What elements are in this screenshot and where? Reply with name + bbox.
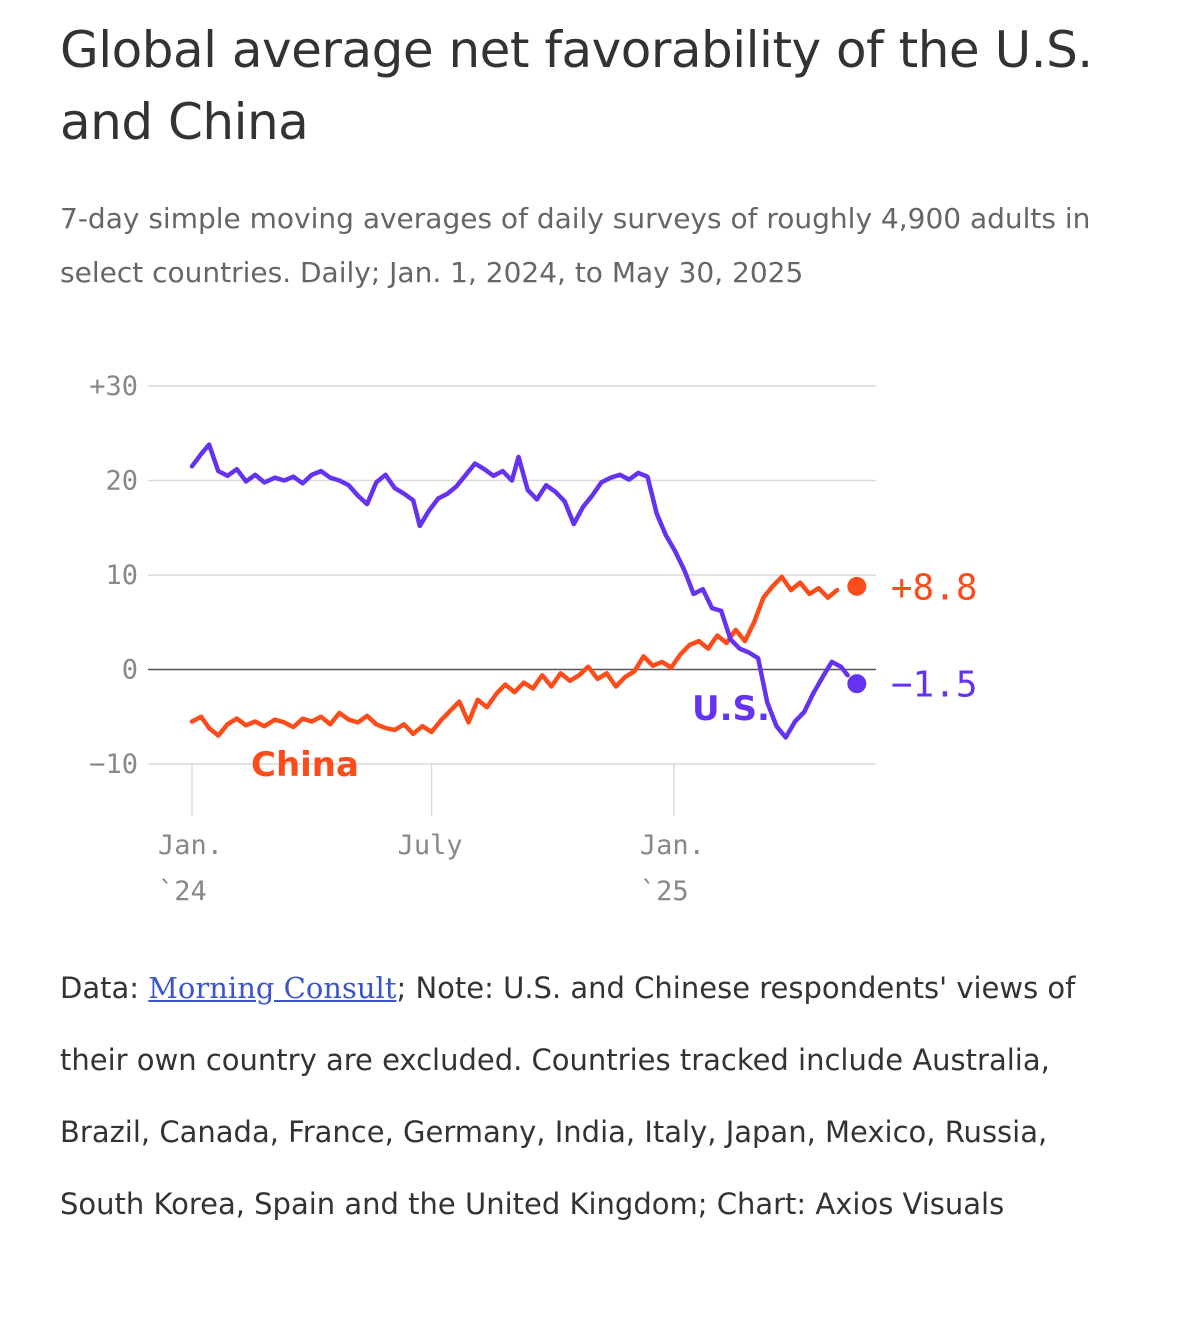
end-point-us [847, 674, 867, 694]
chart-footnote: Data: Morning Consult; Note: U.S. and Ch… [60, 952, 1140, 1240]
morning-consult-link[interactable]: Morning Consult [148, 971, 397, 1005]
y-tick-label: +30 [89, 371, 138, 402]
x-tick-label: Jan. [158, 830, 223, 861]
x-axis: Jan. `24 July Jan. `25 [158, 830, 705, 907]
series-lines: +8.8 −1.5 [189, 442, 978, 740]
y-axis: +30 20 10 0 −10 [89, 371, 138, 780]
y-tick-label: 10 [105, 560, 138, 591]
footnote-text: ; Note: U.S. and Chinese respondents' vi… [60, 971, 1076, 1221]
y-tick-label: −10 [89, 749, 138, 780]
series-line-us [189, 442, 850, 740]
chart-subtitle: 7-day simple moving averages of daily su… [60, 202, 1091, 289]
y-tick-label: 20 [105, 466, 138, 497]
footnote-data-prefix: Data: [60, 971, 149, 1005]
chart-title: Global average net favorability of the U… [60, 21, 1093, 151]
series-label-us: U.S. [692, 689, 770, 729]
end-value-label-us: −1.5 [891, 665, 978, 706]
x-tick-label-year: `24 [158, 876, 207, 907]
y-tick-label: 0 [122, 655, 138, 686]
x-tick-label: July [398, 830, 463, 861]
end-value-label-china: +8.8 [891, 567, 978, 608]
series-labels: China U.S. [251, 689, 770, 785]
series-label-china: China [251, 745, 359, 785]
end-point-china [847, 576, 867, 596]
x-tick-label-year: `25 [640, 876, 689, 907]
x-tick-label: Jan. [640, 830, 705, 861]
